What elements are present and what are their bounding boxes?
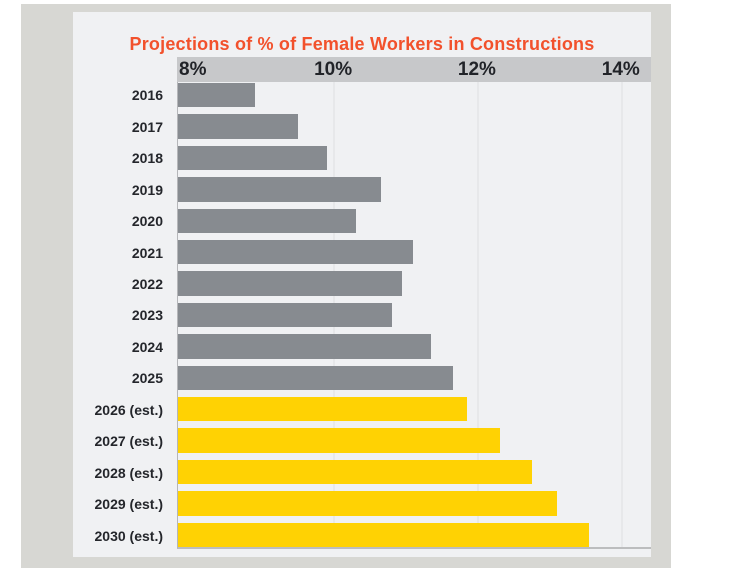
bar — [178, 459, 532, 485]
x-tick-label: 14% — [601, 59, 640, 80]
y-axis-labels: 2016 2017 2018 2019 2020 2021 2022 2023 2024 2025… — [73, 83, 163, 548]
x-tick-label: 12% — [457, 59, 496, 80]
bar — [178, 145, 327, 171]
gridline — [476, 82, 479, 547]
year-label: 2030 (est.) — [94, 527, 163, 544]
bar — [178, 83, 255, 108]
year-label: 2020 — [131, 213, 163, 230]
bar — [178, 396, 468, 422]
gridline — [620, 82, 623, 547]
year-label: 2021 — [131, 244, 163, 261]
bar — [178, 334, 432, 359]
bar — [178, 114, 299, 139]
year-label: 2018 — [131, 150, 163, 167]
bar — [178, 208, 356, 233]
chart-card: Projections of % of Female Workers in Co… — [73, 12, 651, 557]
year-label: 2023 — [131, 307, 163, 324]
bar — [178, 239, 414, 265]
bar — [178, 365, 453, 390]
year-label: 2026 (est.) — [94, 401, 163, 418]
bar — [178, 177, 381, 202]
chart-title: Projections of % of Female Workers in Co… — [129, 34, 595, 54]
year-label: 2022 — [131, 276, 163, 293]
bar — [178, 522, 590, 547]
year-label: 2016 — [131, 87, 163, 104]
bars-container — [178, 83, 651, 547]
year-label: 2025 — [131, 370, 163, 387]
bar — [178, 271, 403, 296]
bar — [178, 302, 392, 328]
year-label: 2029 (est.) — [94, 496, 163, 513]
x-tick-label: 10% — [314, 59, 353, 80]
year-label: 2028 (est.) — [94, 464, 163, 481]
year-label: 2019 — [131, 181, 163, 198]
bar — [178, 428, 500, 453]
year-label: 2024 — [131, 338, 163, 355]
plot-area — [177, 82, 651, 549]
x-axis-header-band: 8% 10% 12% 14% — [177, 57, 651, 82]
bar — [178, 491, 558, 516]
x-tick-label: 8% — [179, 59, 207, 80]
year-label: 2017 — [131, 118, 163, 135]
year-label: 2027 (est.) — [94, 433, 163, 450]
